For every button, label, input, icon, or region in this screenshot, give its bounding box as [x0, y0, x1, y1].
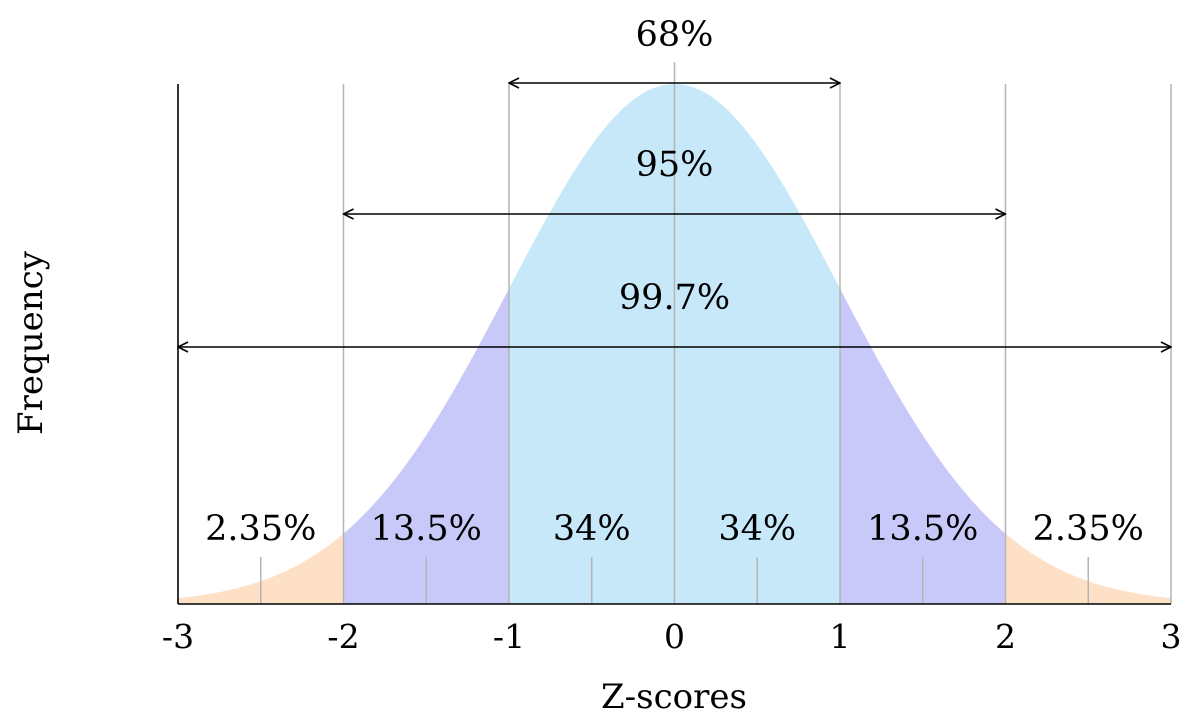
range-label-1: 68%	[636, 15, 714, 55]
x-tick-label: 3	[1161, 617, 1182, 656]
range-label-3: 99.7%	[619, 278, 730, 318]
x-tick-label: -1	[493, 617, 525, 656]
band-label-6: 2.35%	[1033, 509, 1144, 549]
band-area-6	[1005, 533, 1171, 604]
band-label-4: 34%	[718, 509, 796, 549]
band-label-3: 34%	[553, 509, 631, 549]
band-area-5	[840, 288, 1006, 604]
band-area-1	[178, 533, 344, 604]
x-tick-label: 2	[995, 617, 1016, 656]
x-axis-title: Z-scores	[601, 677, 747, 717]
x-tick-label: 0	[664, 617, 685, 656]
band-label-2: 13.5%	[371, 509, 482, 549]
band-label-5: 13.5%	[867, 509, 978, 549]
x-tick-label: -2	[327, 617, 359, 656]
range-label-2: 95%	[636, 145, 714, 185]
x-tick-labels: -3 -2 -1 0 1 2 3	[162, 617, 1182, 656]
band-label-1: 2.35%	[205, 509, 316, 549]
x-tick-label: 1	[830, 617, 851, 656]
band-labels: 2.35% 13.5% 34% 34% 13.5% 2.35%	[205, 509, 1144, 549]
x-tick-label: -3	[162, 617, 194, 656]
y-axis-title: Frequency	[11, 250, 51, 435]
band-area-2	[343, 288, 509, 604]
range-arrows: 68% 95% 99.7%	[178, 15, 1171, 347]
